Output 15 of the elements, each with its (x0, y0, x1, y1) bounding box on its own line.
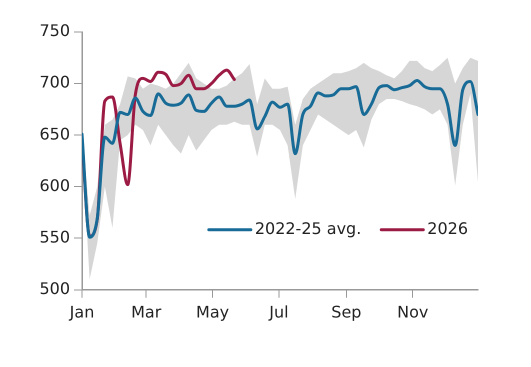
x-tick-label: Jan (68, 302, 94, 322)
line-series (82, 78, 478, 239)
y-tick-label: 500 (39, 278, 70, 298)
legend-label: 2026 (427, 218, 468, 238)
x-tick-label: Mar (131, 302, 162, 322)
x-tick-label: May (196, 302, 230, 322)
x-tick-label: Sep (331, 302, 362, 322)
y-tick-label: 700 (39, 72, 70, 92)
y-tick-label: 650 (39, 124, 70, 144)
legend-label: 2022-25 avg. (254, 218, 362, 238)
x-tick-label: Jul (268, 302, 289, 322)
x-tick-label: Nov (397, 302, 428, 322)
y-tick-label: 600 (39, 176, 70, 195)
y-tick-label: 750 (39, 21, 70, 40)
y-tick-label: 550 (39, 227, 70, 246)
